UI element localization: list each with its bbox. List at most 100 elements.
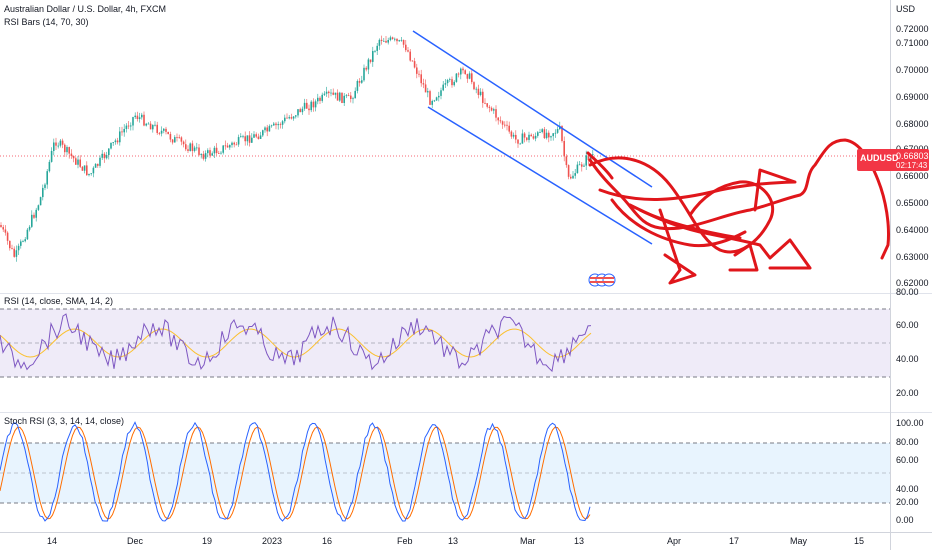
candle-body xyxy=(204,153,207,159)
candle-body xyxy=(427,91,429,93)
candles-group xyxy=(0,35,594,262)
candle-body xyxy=(486,103,488,107)
candle-body xyxy=(477,88,480,95)
candle-body xyxy=(429,91,431,105)
candle-body xyxy=(352,98,354,100)
candle-body xyxy=(356,81,359,91)
candle-body xyxy=(416,67,418,74)
candle-body xyxy=(402,39,405,45)
candle-body xyxy=(231,142,233,146)
rsi-lines xyxy=(0,313,592,373)
candle-body xyxy=(482,91,484,103)
candle-body xyxy=(83,165,86,171)
candle-body xyxy=(385,40,387,43)
candle-body xyxy=(200,153,202,155)
candle-body xyxy=(185,144,187,150)
candle-body xyxy=(169,134,172,140)
candle-body xyxy=(237,137,240,145)
candle-body xyxy=(273,123,275,126)
candle-body xyxy=(444,83,447,85)
candle-body xyxy=(103,153,106,159)
candle-body xyxy=(48,161,51,172)
candle-body xyxy=(174,137,176,143)
candle-body xyxy=(541,129,543,133)
candle-body xyxy=(189,143,191,151)
candle-body xyxy=(378,39,381,46)
candle-body xyxy=(369,59,372,62)
candle-body xyxy=(44,184,46,188)
candle-body xyxy=(167,131,169,135)
price-tick-label: 0.70000 xyxy=(896,65,929,75)
stoch-tick-label: 60.00 xyxy=(896,455,919,465)
candle-body xyxy=(376,45,378,51)
price-tick-label: 0.63000 xyxy=(896,252,929,262)
candle-body xyxy=(565,156,568,166)
candle-body xyxy=(257,136,260,139)
stoch-tick-label: 20.00 xyxy=(896,497,919,507)
candle-body xyxy=(517,139,519,144)
candle-body xyxy=(466,74,469,79)
candle-body xyxy=(88,173,90,176)
candle-body xyxy=(279,124,282,125)
time-tick-label: 13 xyxy=(448,536,459,546)
candle-body xyxy=(281,121,284,125)
candle-body xyxy=(180,137,183,142)
candle-body xyxy=(101,153,103,158)
indicator-title-rsi[interactable]: RSI (14, close, SMA, 14, 2) xyxy=(4,296,114,306)
candle-body xyxy=(6,232,9,241)
candle-body xyxy=(290,117,293,119)
candle-body xyxy=(72,155,75,159)
candle-body xyxy=(37,205,40,210)
candle-body xyxy=(550,136,552,138)
price-tick-label: 0.72000 xyxy=(896,24,929,34)
candle-body xyxy=(75,158,77,165)
candle-body xyxy=(114,140,117,143)
candle-body xyxy=(521,133,524,144)
candle-body xyxy=(158,132,161,134)
candle-body xyxy=(539,132,541,133)
candle-body xyxy=(545,132,548,139)
candle-body xyxy=(187,149,189,151)
candle-body xyxy=(567,165,570,177)
candle-body xyxy=(361,80,363,83)
candle-body xyxy=(523,133,526,138)
candle-body xyxy=(251,137,253,143)
candle-body xyxy=(510,131,513,137)
candle-body xyxy=(116,140,119,143)
freehand-scribble xyxy=(586,138,890,285)
time-tick-label: Apr xyxy=(667,536,682,546)
candle-body xyxy=(440,90,442,96)
time-tick-label: 17 xyxy=(729,536,740,546)
rsi-tick-label: 80.00 xyxy=(896,287,919,297)
time-tick-label: 14 xyxy=(47,536,58,546)
candle-body xyxy=(374,50,376,52)
indicator-title-rsi-bars[interactable]: RSI Bars (14, 70, 30) xyxy=(4,17,89,27)
time-tick-label: Dec xyxy=(127,536,144,546)
rsi-tick-label: 20.00 xyxy=(896,388,919,398)
candle-body xyxy=(299,109,301,113)
candle-body xyxy=(479,91,482,95)
candle-body xyxy=(81,166,84,171)
candle-body xyxy=(449,79,451,81)
indicator-title-stoch-rsi[interactable]: Stoch RSI (3, 3, 14, 14, close) xyxy=(4,416,125,426)
candle-body xyxy=(504,124,506,126)
candle-body xyxy=(24,239,26,242)
candle-body xyxy=(306,102,308,109)
candle-body xyxy=(578,164,581,166)
time-tick-label: 19 xyxy=(202,536,213,546)
candle-body xyxy=(396,38,398,42)
candle-body xyxy=(473,82,475,90)
candle-body xyxy=(26,229,29,240)
candle-body xyxy=(413,61,416,68)
candle-body xyxy=(61,140,64,145)
candle-body xyxy=(570,176,572,179)
candle-body xyxy=(57,145,59,147)
candle-body xyxy=(178,137,180,139)
candle-body xyxy=(108,148,110,156)
candle-body xyxy=(149,123,152,130)
candle-body xyxy=(0,225,2,228)
candle-body xyxy=(209,150,211,156)
candle-body xyxy=(134,115,136,118)
candle-body xyxy=(312,101,315,108)
